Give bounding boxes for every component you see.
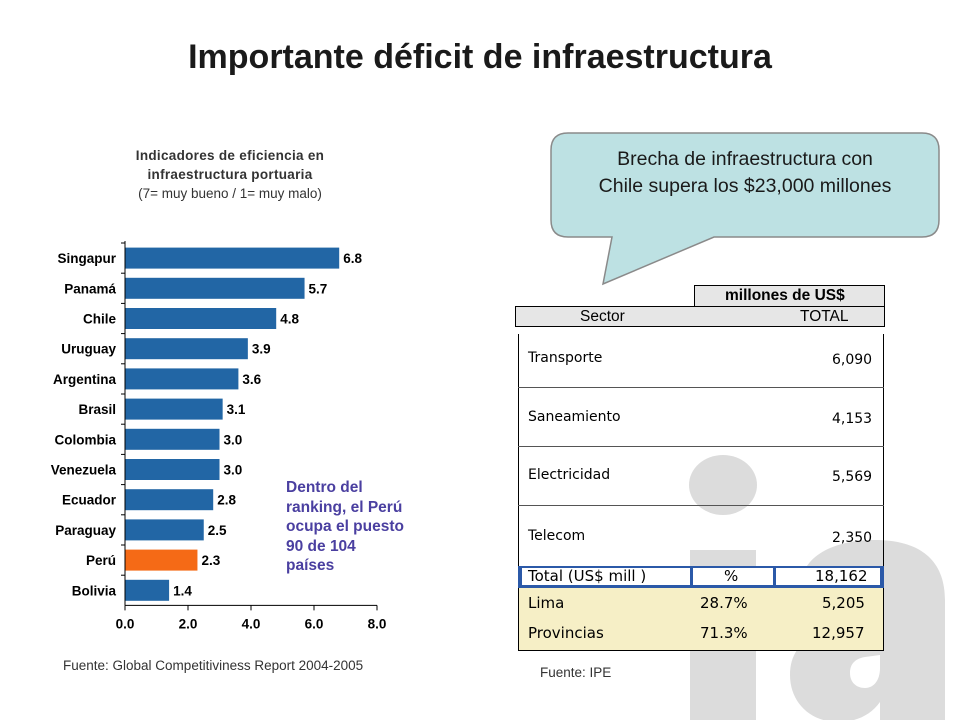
value-label: 3.9 — [252, 342, 271, 357]
bar-chart: Singapur 6.8 Panamá 5.7 Chile 4.8 Uruguay 3.9 Ar… — [51, 241, 387, 631]
summary-row-label: Lima — [528, 594, 565, 612]
value-label: 1.4 — [173, 583, 192, 598]
value-label: 5.7 — [309, 281, 328, 296]
x-tick-label: 8.0 — [368, 616, 387, 631]
row-total: 2,350 — [832, 530, 873, 546]
row-sector: Electricidad — [528, 467, 611, 483]
chart-caption: Indicadores de eficiencia en infraestruc… — [80, 146, 380, 203]
bar — [125, 519, 204, 541]
summary-row-label: Provincias — [528, 624, 604, 642]
value-label: 3.6 — [242, 372, 261, 387]
callout-text: Brecha de infraestructura con Chile supe… — [552, 146, 938, 200]
summary-body — [518, 588, 884, 650]
category-label: Panamá — [64, 281, 116, 296]
bar — [125, 549, 198, 571]
summary-row-total: 12,957 — [812, 624, 865, 642]
chart-caption-line1: Indicadores de eficiencia en — [135, 148, 325, 163]
column-total: TOTAL — [800, 308, 849, 325]
row-sector: Transporte — [528, 350, 603, 366]
bar — [125, 308, 277, 329]
category-label: Perú — [86, 553, 116, 568]
category-label: Bolivia — [72, 583, 117, 598]
category-label: Singapur — [57, 251, 116, 266]
source-left: Fuente: Global Competitiviness Report 20… — [63, 658, 364, 673]
summary-label: Total (US$ mill ) — [528, 567, 647, 585]
row-total: 4,153 — [832, 411, 873, 427]
unit-header: millones de US$ — [725, 287, 845, 304]
category-label: Venezuela — [51, 463, 117, 478]
bar — [125, 489, 214, 511]
category-label: Brasil — [78, 402, 116, 417]
category-label: Paraguay — [55, 523, 116, 538]
unit-header-cell — [694, 286, 884, 306]
source-right: Fuente: IPE — [540, 665, 612, 680]
value-label: 6.8 — [343, 251, 362, 266]
chart-caption-line2: infraestructura portuaria — [147, 167, 313, 182]
value-label: 2.5 — [208, 523, 227, 538]
x-tick-label: 0.0 — [116, 616, 135, 631]
column-sector: Sector — [580, 308, 625, 325]
bar — [125, 338, 248, 360]
value-label: 2.8 — [217, 493, 236, 508]
ranking-note: Dentro del ranking, el Perú ocupa el pue… — [286, 479, 404, 574]
row-total: 5,569 — [832, 469, 873, 485]
summary-row-total: 5,205 — [822, 594, 865, 612]
summary-row-pct: 28.7% — [700, 594, 748, 612]
bar — [125, 247, 340, 269]
value-label: 4.8 — [280, 312, 299, 327]
bar — [125, 459, 220, 480]
callout-bubble — [550, 132, 940, 286]
row-sector: Telecom — [528, 528, 586, 544]
bar — [125, 428, 220, 450]
summary-pct: % — [724, 567, 739, 585]
category-label: Chile — [83, 312, 116, 327]
value-label: 2.3 — [201, 553, 220, 568]
callout-line1: Brecha de infraestructura con — [617, 148, 873, 170]
bar — [125, 277, 305, 299]
column-header-row — [516, 307, 884, 326]
category-label: Ecuador — [62, 493, 117, 508]
bar — [125, 368, 239, 390]
row-sector: Saneamiento — [528, 409, 621, 425]
value-label: 3.0 — [224, 432, 243, 447]
row-total: 6,090 — [832, 352, 873, 368]
bar — [125, 398, 223, 420]
summary-row-pct: 71.3% — [700, 624, 748, 642]
category-label: Colombia — [54, 432, 116, 447]
category-label: Argentina — [53, 372, 116, 387]
x-tick-label: 4.0 — [242, 616, 261, 631]
value-label: 3.1 — [227, 402, 246, 417]
x-tick-label: 2.0 — [179, 616, 198, 631]
chart-caption-line3: (7= muy bueno / 1= muy malo) — [138, 186, 322, 201]
value-label: 3.0 — [224, 463, 243, 478]
category-label: Uruguay — [61, 342, 116, 357]
bar — [125, 579, 170, 601]
callout-line2: Chile supera los $23,000 millones — [598, 175, 892, 197]
summary-total: 18,162 — [815, 567, 868, 585]
page-title: Importante déficit de infraestructura — [188, 38, 772, 76]
x-tick-label: 6.0 — [305, 616, 324, 631]
